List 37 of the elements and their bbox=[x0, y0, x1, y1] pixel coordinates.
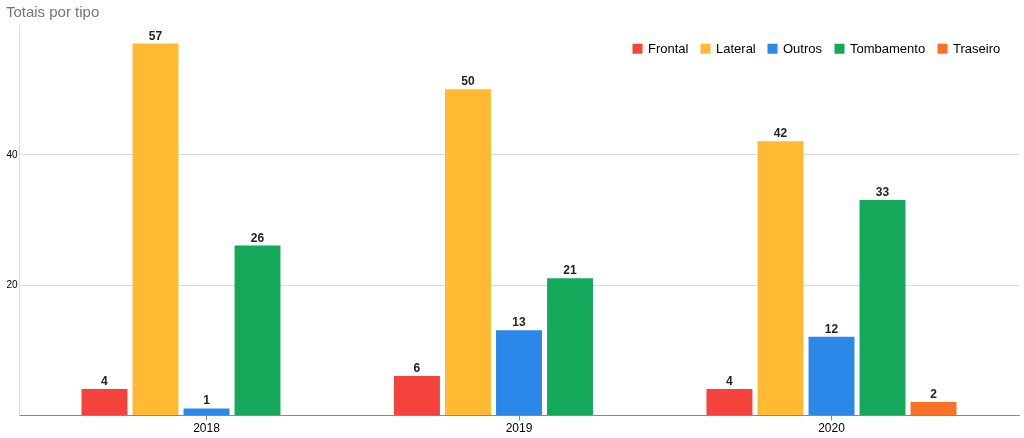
bar bbox=[183, 408, 230, 415]
bar bbox=[706, 388, 753, 415]
bar bbox=[496, 330, 542, 415]
data-label: 12 bbox=[824, 321, 839, 336]
bar bbox=[910, 401, 957, 415]
data-label: 50 bbox=[461, 74, 475, 89]
bar bbox=[808, 336, 855, 415]
data-label: 2 bbox=[930, 386, 938, 401]
legend-label: Lateral bbox=[716, 40, 756, 56]
legend-label: Frontal bbox=[648, 40, 689, 56]
data-label: 57 bbox=[148, 28, 163, 43]
legend-label: Traseiro bbox=[953, 40, 1001, 56]
legend-label: Outros bbox=[783, 40, 823, 56]
bar bbox=[234, 245, 281, 415]
chart-title: Totais por tipo bbox=[5, 3, 100, 20]
x-tick-label: 2019 bbox=[505, 420, 533, 435]
y-tick-label: 20 bbox=[6, 279, 18, 291]
data-label: 6 bbox=[413, 360, 421, 375]
bar bbox=[394, 375, 440, 415]
data-label: 1 bbox=[203, 393, 211, 408]
data-label: 4 bbox=[101, 373, 109, 388]
legend-label: Tombamento bbox=[850, 40, 926, 56]
bar bbox=[132, 43, 179, 415]
data-label: 13 bbox=[512, 315, 526, 330]
x-tick-label: 2018 bbox=[193, 420, 221, 435]
data-label: 42 bbox=[773, 126, 788, 141]
data-label: 4 bbox=[726, 373, 734, 388]
bar bbox=[757, 141, 804, 415]
y-tick-label: 40 bbox=[6, 148, 18, 160]
bar bbox=[859, 199, 906, 415]
bar bbox=[445, 89, 491, 415]
data-label: 21 bbox=[563, 263, 578, 278]
bar bbox=[547, 278, 593, 415]
data-label: 26 bbox=[250, 230, 265, 245]
data-label: 33 bbox=[875, 184, 890, 199]
bar bbox=[81, 388, 128, 415]
x-tick-label: 2020 bbox=[818, 420, 846, 435]
